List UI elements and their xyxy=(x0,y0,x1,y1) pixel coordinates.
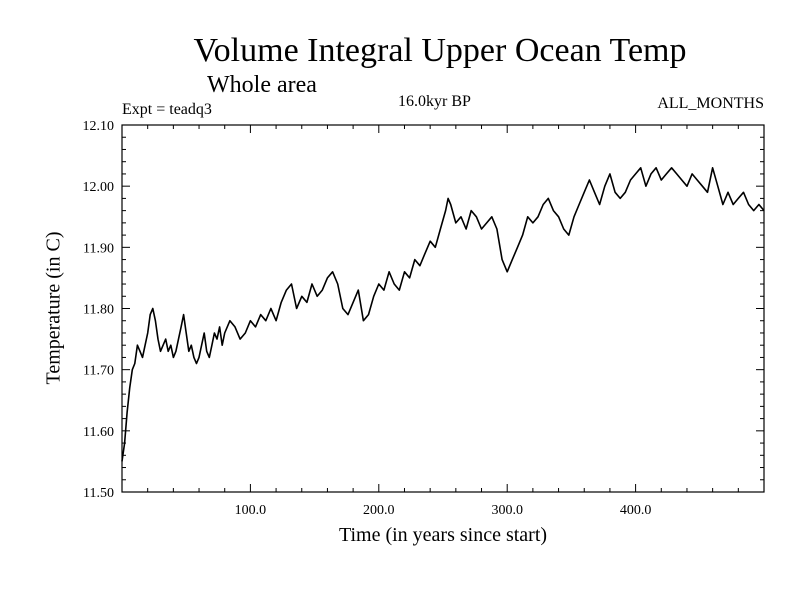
y-tick-label: 11.50 xyxy=(83,486,114,501)
x-tick-label: 100.0 xyxy=(235,503,267,518)
y-tick-label: 12.10 xyxy=(83,119,115,134)
x-tick-label: 400.0 xyxy=(620,503,652,518)
x-axis-label: Time (in years since start) xyxy=(338,524,548,546)
axis-ticks xyxy=(122,125,764,492)
y-tick-label: 12.00 xyxy=(83,180,115,195)
x-tick-label: 200.0 xyxy=(363,503,395,518)
experiment-label: Expt = teadq3 xyxy=(122,101,212,118)
chart-title: Volume Integral Upper Ocean Temp xyxy=(193,32,687,69)
tick-labels: 100.0 200.0 300.0 400.0 11.50 11.60 11.70 11.80… xyxy=(83,119,652,518)
y-tick-label: 11.60 xyxy=(83,425,114,440)
chart-subtitle: Whole area xyxy=(207,72,317,98)
x-tick-label: 300.0 xyxy=(491,503,523,518)
period-label: 16.0kyr BP xyxy=(398,93,471,110)
plot-frame xyxy=(121,124,765,493)
months-label: ALL_MONTHS xyxy=(657,95,764,112)
y-tick-label: 11.90 xyxy=(83,241,114,256)
series-line-temperature xyxy=(121,167,765,462)
y-tick-label: 11.70 xyxy=(83,364,114,379)
y-tick-label: 11.80 xyxy=(83,303,114,318)
